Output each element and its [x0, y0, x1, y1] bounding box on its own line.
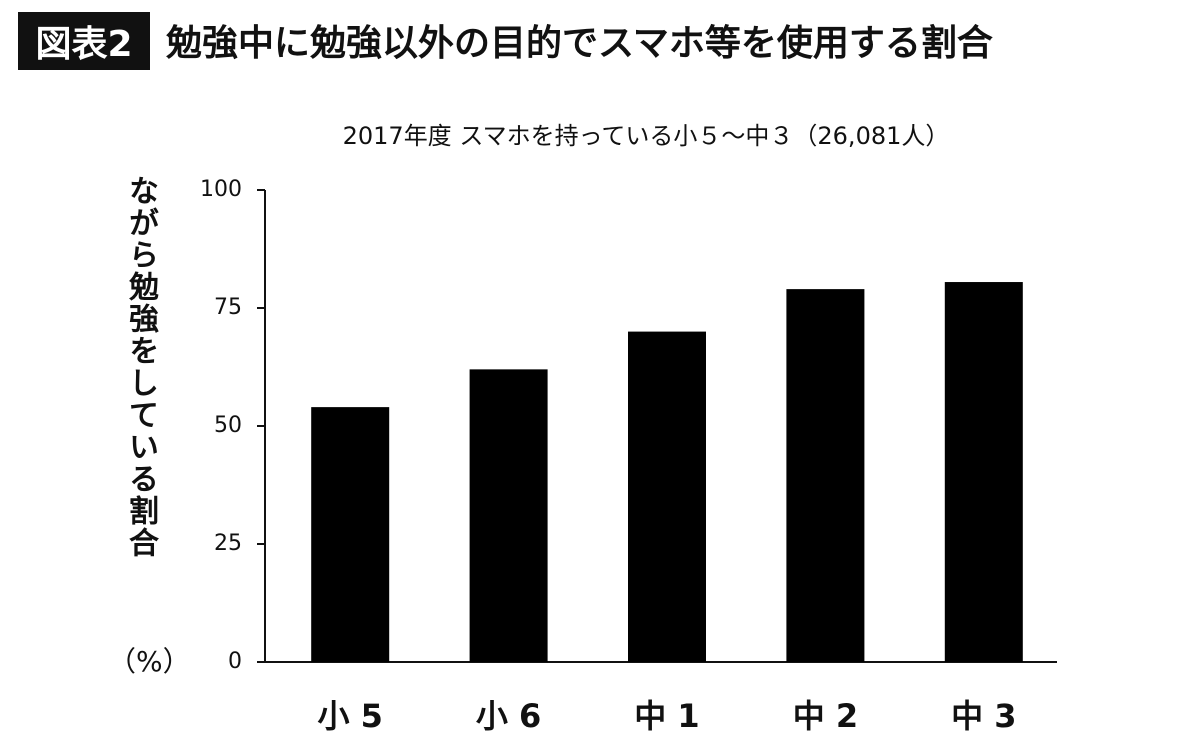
- y-axis-label: ながら勉強をしている割合: [123, 175, 158, 559]
- chart-subtitle: 2017年度 スマホを持っている小５～中３（26,081人）: [343, 122, 950, 150]
- x-tick-label: 小 5: [317, 697, 382, 735]
- chart-title: 勉強中に勉強以外の目的でスマホ等を使用する割合: [166, 23, 993, 64]
- x-tick-label: 中 2: [793, 697, 858, 735]
- x-tick-label: 中 1: [634, 697, 699, 735]
- bar: [311, 407, 390, 662]
- x-tick-label: 中 3: [951, 697, 1016, 735]
- y-tick-label: 100: [200, 177, 242, 202]
- y-axis-unit: （%）: [108, 645, 191, 678]
- y-tick-label: 50: [214, 413, 242, 438]
- y-tick-label: 0: [228, 649, 242, 674]
- bar: [944, 282, 1023, 662]
- bar: [469, 369, 548, 662]
- bar: [786, 289, 865, 662]
- x-tick-label: 小 6: [476, 697, 541, 735]
- y-tick-label: 75: [214, 295, 242, 320]
- bar: [628, 331, 706, 662]
- badge: 図表2: [18, 12, 150, 70]
- y-tick-label: 25: [214, 531, 242, 556]
